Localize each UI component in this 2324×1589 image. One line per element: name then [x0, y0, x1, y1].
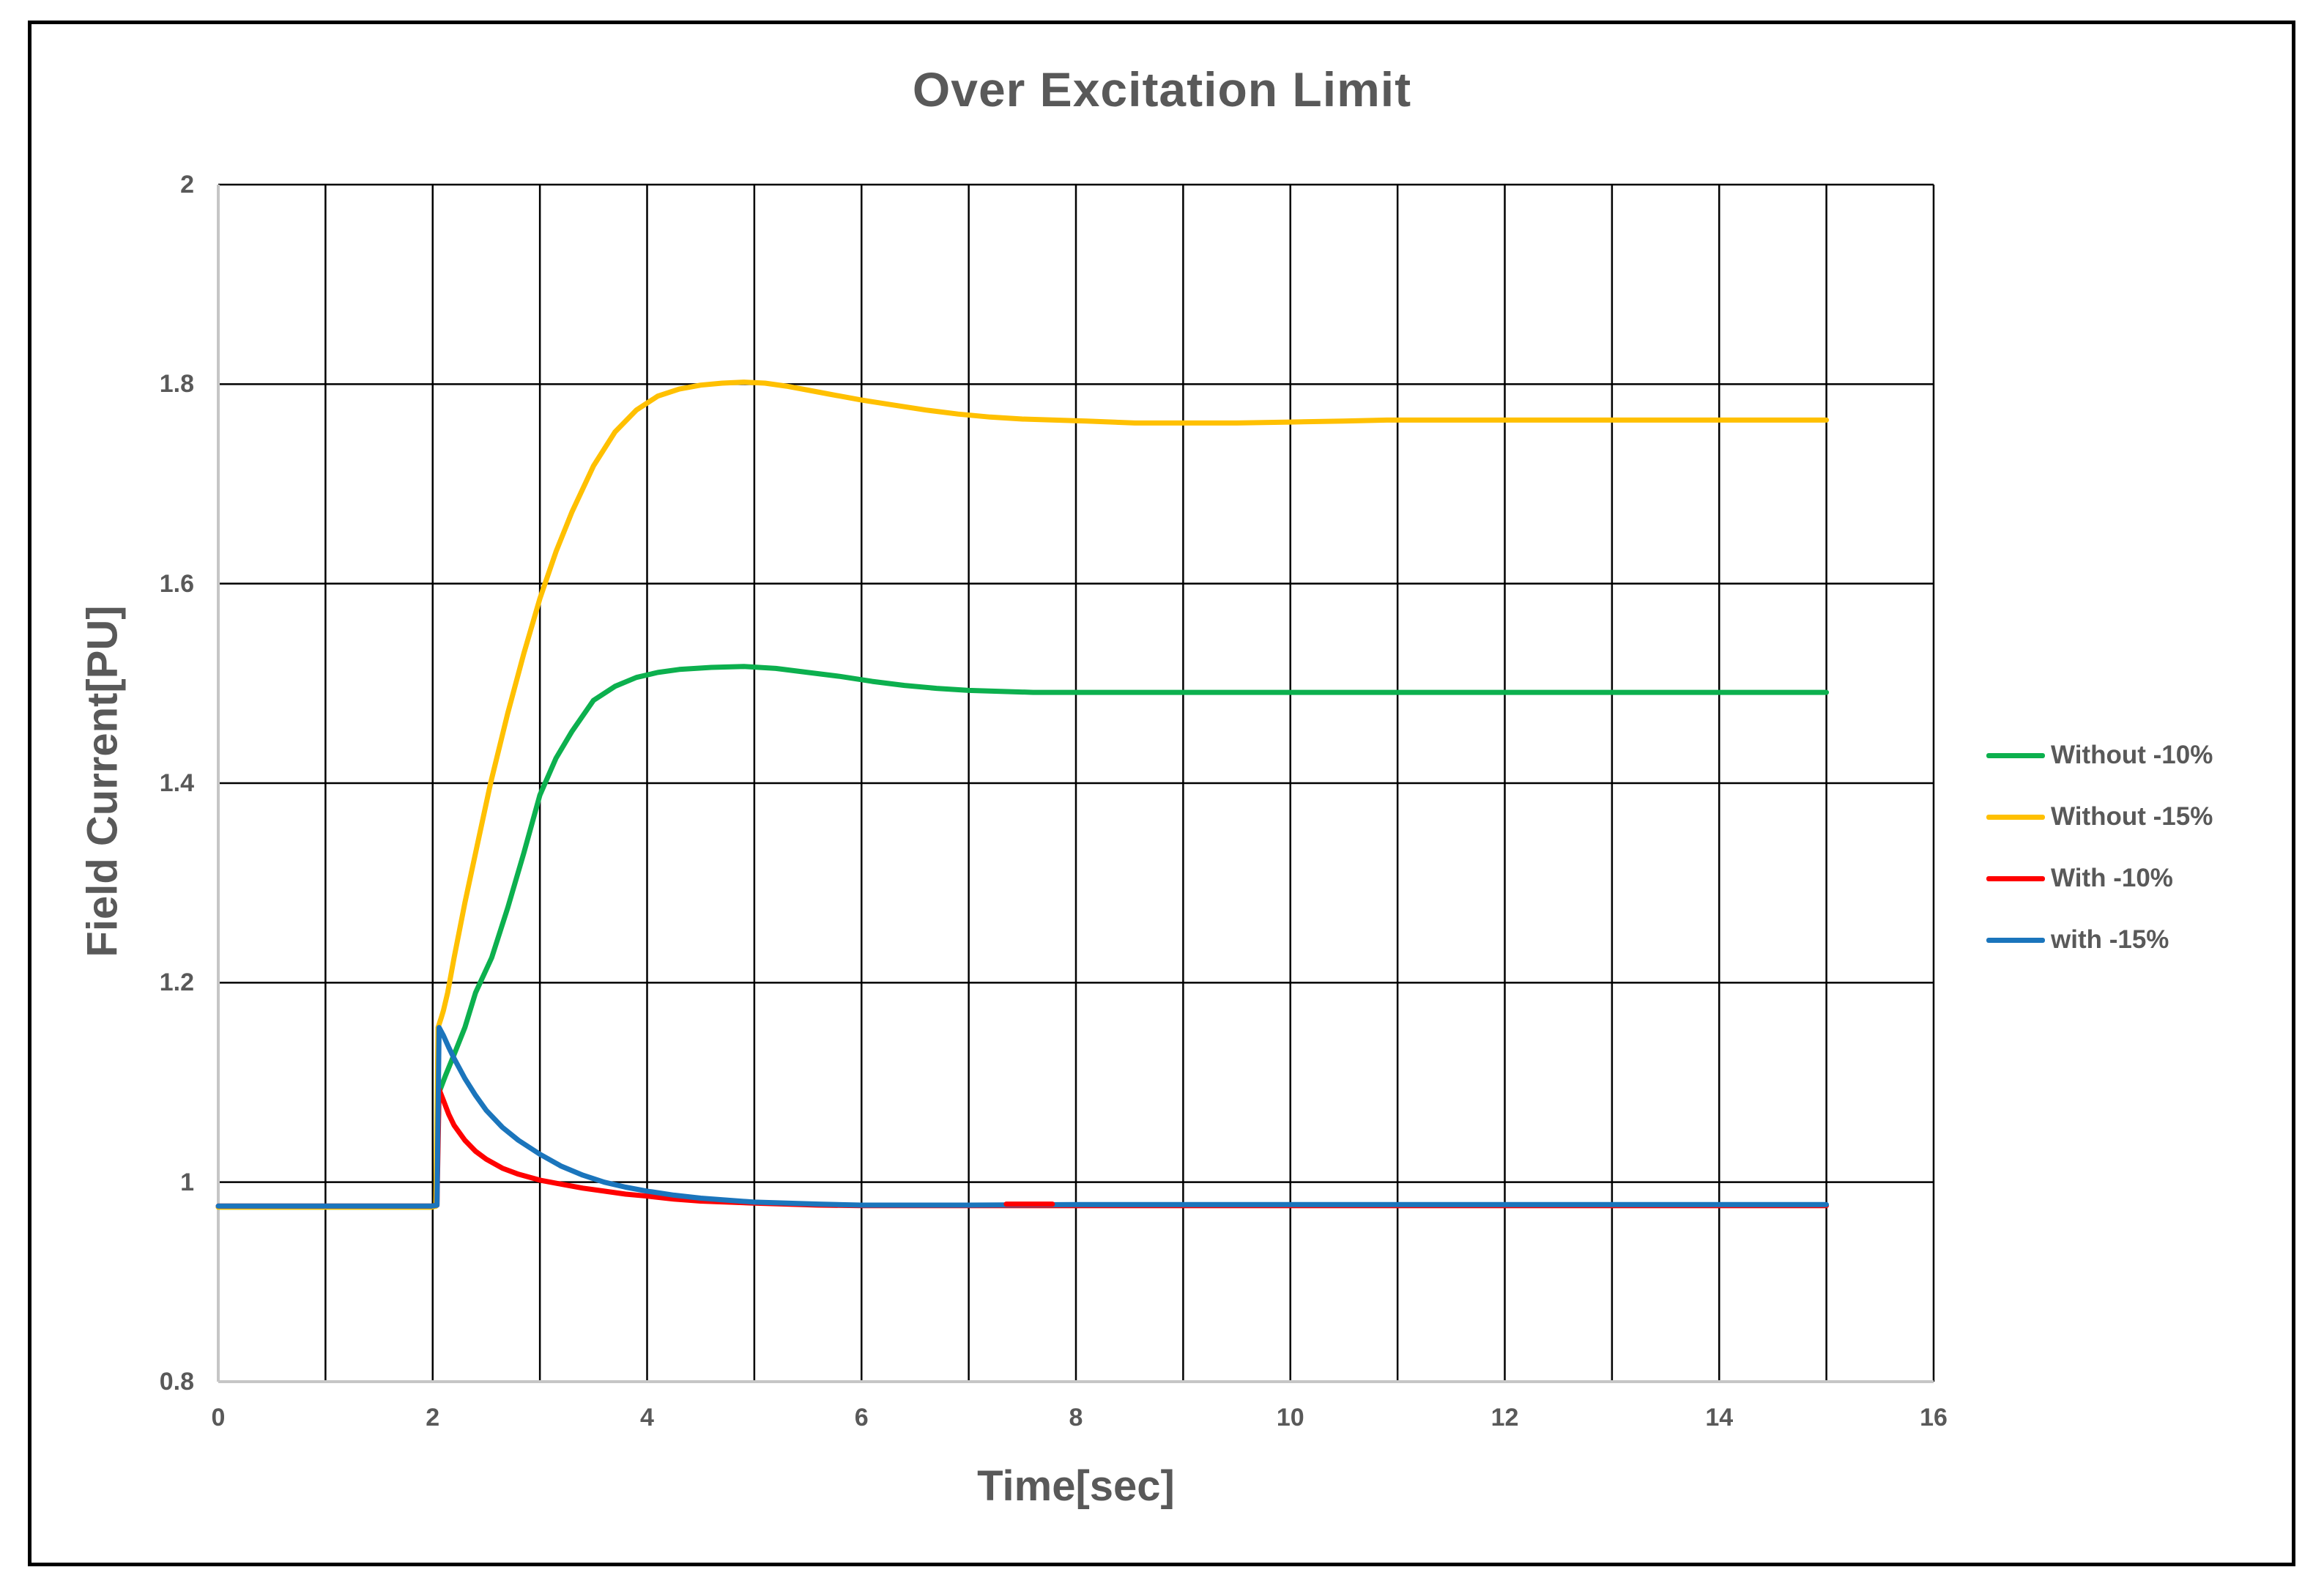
legend-line-swatch-red: [1986, 875, 2045, 881]
gridlines: [218, 183, 1935, 1382]
legend-line-swatch-yellow: [1986, 814, 2045, 820]
x-tick-label: 2: [426, 1404, 440, 1431]
chart-outer-border: [28, 21, 2295, 1566]
chart-title: Over Excitation Limit: [912, 62, 1412, 116]
y-tick-label: 1.2: [159, 968, 194, 997]
series-line-without--15%: [215, 379, 1830, 1210]
legend: Without -10% Without -15% With -10% with…: [1986, 737, 2213, 958]
x-tick-label: 4: [640, 1404, 654, 1431]
x-axis-title: Time[sec]: [977, 1462, 1175, 1510]
y-tick-label: 1: [180, 1168, 194, 1196]
legend-line-swatch-blue: [1986, 937, 2045, 943]
x-tick-label: 8: [1069, 1404, 1083, 1431]
x-tick-label: 16: [1920, 1404, 1948, 1431]
legend-label: With -10%: [2051, 864, 2173, 892]
x-tick-label: 0: [211, 1404, 226, 1431]
series-line-without--10%: [215, 664, 1830, 1210]
series-line-with--15%: [215, 1025, 1830, 1209]
legend-item-with-10: With -10%: [1986, 860, 2213, 897]
legend-label: Without -15%: [2051, 802, 2213, 831]
y-tick-label: 1.4: [159, 769, 194, 797]
x-tick-label: 12: [1490, 1404, 1519, 1431]
legend-item-without-10: Without -10%: [1986, 737, 2213, 774]
legend-label: Without -10%: [2051, 741, 2213, 769]
axis-lines: [217, 185, 1934, 1383]
y-tick-label: 1.6: [159, 569, 194, 598]
y-tick-label: 0.8: [159, 1368, 194, 1396]
y-tick-label: 2: [180, 171, 194, 199]
legend-label: with -15%: [2051, 925, 2169, 954]
series-line-with--10%: [215, 1086, 1830, 1209]
x-tick-label: 10: [1276, 1404, 1304, 1431]
legend-line-swatch-green: [1986, 752, 2045, 758]
x-tick-label: 14: [1705, 1404, 1734, 1431]
legend-item-with-15: with -15%: [1986, 922, 2213, 958]
legend-item-without-15: Without -15%: [1986, 799, 2213, 835]
x-tick-label: 6: [854, 1404, 869, 1431]
y-tick-label: 1.8: [159, 370, 194, 399]
data-series-lines: [215, 379, 1830, 1210]
